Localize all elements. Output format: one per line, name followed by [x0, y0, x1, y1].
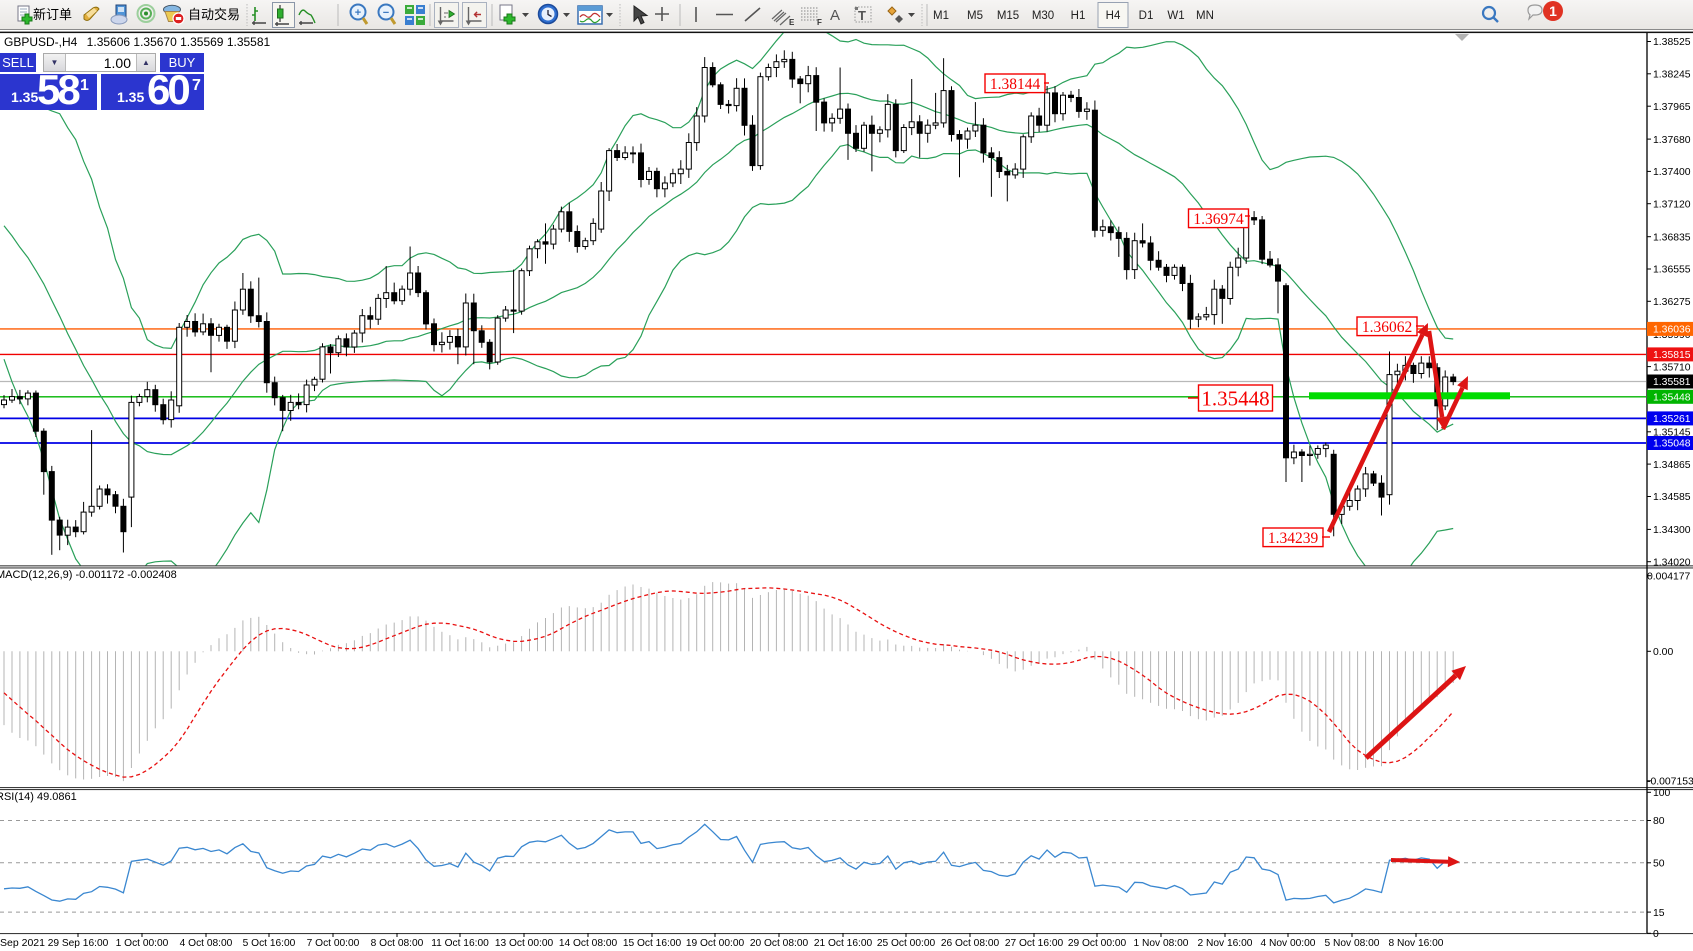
svg-text:H1: H1 — [1071, 10, 1086, 22]
svg-text:25 Oct 00:00: 25 Oct 00:00 — [877, 938, 936, 949]
svg-text:1.37680: 1.37680 — [1653, 135, 1691, 146]
svg-text:26 Oct 08:00: 26 Oct 08:00 — [941, 938, 1000, 949]
svg-text:1.35048: 1.35048 — [1653, 439, 1691, 450]
svg-text:1.34239: 1.34239 — [1268, 530, 1319, 547]
svg-text:0.00: 0.00 — [1653, 647, 1673, 658]
svg-text:1 Nov 08:00: 1 Nov 08:00 — [1134, 938, 1189, 949]
svg-text:1.34300: 1.34300 — [1653, 525, 1691, 536]
svg-text:M1: M1 — [933, 10, 949, 22]
svg-text:1.35145: 1.35145 — [1653, 428, 1691, 439]
svg-text:1.35815: 1.35815 — [1653, 350, 1691, 361]
svg-text:1.36555: 1.36555 — [1653, 265, 1691, 276]
svg-text:D1: D1 — [1139, 10, 1154, 22]
svg-text:1.36036: 1.36036 — [1653, 325, 1691, 336]
svg-text:1.35581: 1.35581 — [1653, 377, 1691, 388]
svg-text:1 Oct 00:00: 1 Oct 00:00 — [116, 938, 169, 949]
svg-text:1.35448: 1.35448 — [1653, 393, 1691, 404]
svg-text:19 Oct 00:00: 19 Oct 00:00 — [686, 938, 745, 949]
svg-text:21 Oct 16:00: 21 Oct 16:00 — [814, 938, 873, 949]
svg-text:1.37965: 1.37965 — [1653, 102, 1691, 113]
svg-text:1.36974: 1.36974 — [1193, 211, 1244, 228]
svg-text:2 Nov 16:00: 2 Nov 16:00 — [1198, 938, 1253, 949]
svg-text:1.38245: 1.38245 — [1653, 70, 1691, 81]
svg-text:15: 15 — [1653, 908, 1665, 919]
svg-text:8 Nov 16:00: 8 Nov 16:00 — [1389, 938, 1444, 949]
svg-text:1.37400: 1.37400 — [1653, 167, 1691, 178]
svg-text:0: 0 — [1653, 929, 1659, 940]
svg-text:4 Oct 08:00: 4 Oct 08:00 — [180, 938, 233, 949]
svg-text:1.36275: 1.36275 — [1653, 297, 1691, 308]
svg-text:7 Oct 00:00: 7 Oct 00:00 — [307, 938, 360, 949]
svg-text:1.36062: 1.36062 — [1362, 319, 1412, 336]
svg-text:−: − — [383, 7, 389, 19]
svg-text:1.34585: 1.34585 — [1653, 492, 1691, 503]
svg-text:+: + — [355, 7, 361, 19]
svg-text:1.35448: 1.35448 — [1201, 387, 1269, 411]
svg-text:14 Oct 08:00: 14 Oct 08:00 — [559, 938, 618, 949]
svg-text:5 Nov 08:00: 5 Nov 08:00 — [1325, 938, 1380, 949]
svg-text:80: 80 — [1653, 816, 1665, 827]
svg-text:MACD(12,26,9) -0.001172 -0.002: MACD(12,26,9) -0.001172 -0.002408 — [0, 569, 177, 581]
svg-text:-0.007153: -0.007153 — [1647, 777, 1693, 788]
svg-text:Sep 2021: Sep 2021 — [0, 937, 45, 949]
svg-text:A: A — [830, 7, 840, 24]
svg-text:M15: M15 — [997, 10, 1019, 22]
svg-text:RSI(14) 49.0861: RSI(14) 49.0861 — [0, 791, 77, 803]
svg-text:F: F — [817, 18, 822, 27]
svg-text:新订单: 新订单 — [33, 7, 72, 22]
svg-text:1.37120: 1.37120 — [1653, 199, 1691, 210]
svg-text:1.35261: 1.35261 — [1653, 414, 1691, 425]
svg-text:1.34020: 1.34020 — [1653, 557, 1691, 568]
svg-text:M30: M30 — [1032, 10, 1054, 22]
svg-text:1.34865: 1.34865 — [1653, 460, 1691, 471]
svg-text:29 Sep 16:00: 29 Sep 16:00 — [48, 938, 109, 949]
svg-text:13 Oct 00:00: 13 Oct 00:00 — [495, 938, 554, 949]
svg-text:M5: M5 — [967, 10, 983, 22]
svg-text:MN: MN — [1196, 10, 1214, 22]
svg-text:1.38525: 1.38525 — [1653, 37, 1691, 48]
svg-text:100: 100 — [1653, 788, 1671, 799]
svg-text:1.36835: 1.36835 — [1653, 232, 1691, 243]
svg-text:H4: H4 — [1106, 10, 1121, 22]
svg-text:0.004177: 0.004177 — [1647, 571, 1691, 582]
svg-text:27 Oct 16:00: 27 Oct 16:00 — [1005, 938, 1064, 949]
svg-text:1.38144: 1.38144 — [990, 76, 1041, 93]
svg-text:15 Oct 16:00: 15 Oct 16:00 — [623, 938, 682, 949]
svg-text:29 Oct 00:00: 29 Oct 00:00 — [1068, 938, 1127, 949]
svg-text:4 Nov 00:00: 4 Nov 00:00 — [1261, 938, 1316, 949]
svg-text:20 Oct 08:00: 20 Oct 08:00 — [750, 938, 809, 949]
svg-text:8 Oct 08:00: 8 Oct 08:00 — [371, 938, 424, 949]
svg-text:50: 50 — [1653, 859, 1665, 870]
svg-text:1.35710: 1.35710 — [1653, 362, 1691, 373]
svg-text:5 Oct 16:00: 5 Oct 16:00 — [243, 938, 296, 949]
svg-text:W1: W1 — [1167, 10, 1184, 22]
svg-text:E: E — [789, 18, 795, 27]
svg-text:11 Oct 16:00: 11 Oct 16:00 — [431, 938, 489, 949]
svg-text:自动交易: 自动交易 — [188, 7, 240, 22]
svg-text:1: 1 — [1549, 3, 1557, 19]
svg-text:T: T — [858, 8, 866, 23]
